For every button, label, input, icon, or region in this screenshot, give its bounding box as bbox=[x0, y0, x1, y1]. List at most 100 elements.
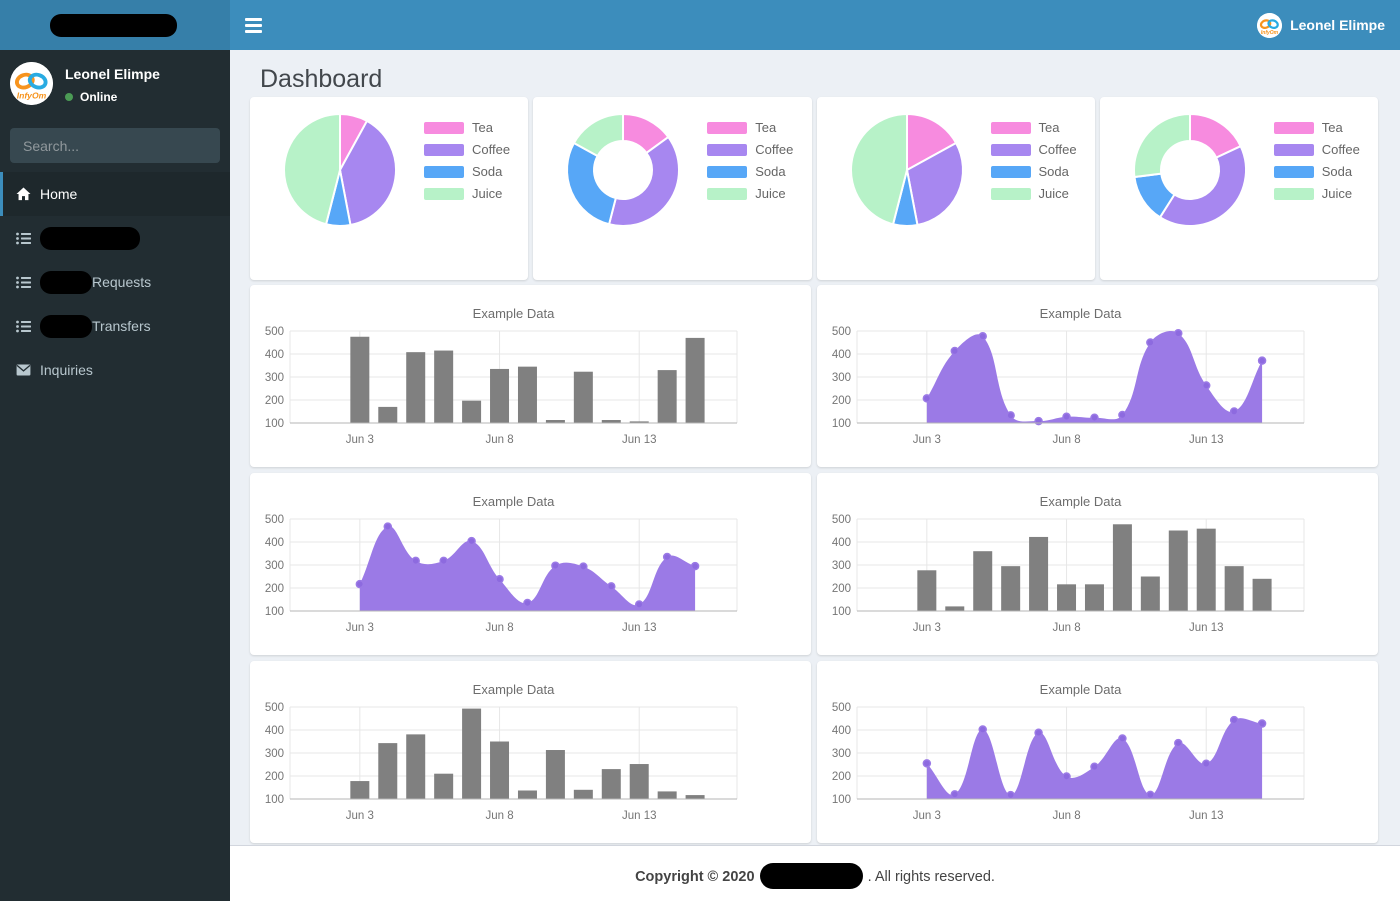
data-point bbox=[1118, 734, 1127, 743]
legend-label: Tea bbox=[1321, 120, 1343, 135]
x-tick-label: Jun 8 bbox=[485, 622, 513, 634]
x-tick-label: Jun 3 bbox=[913, 810, 941, 822]
donut-chart-card-1: Tea Coffee Soda Juice bbox=[533, 97, 812, 280]
legend-swatch bbox=[990, 166, 1031, 178]
legend-item-soda[interactable]: Soda bbox=[990, 165, 1077, 178]
search-button[interactable] bbox=[217, 128, 220, 163]
chart-title: Example Data bbox=[473, 494, 555, 509]
legend-swatch bbox=[1273, 188, 1314, 200]
bar bbox=[406, 352, 426, 423]
area-chart: 100 200 300 400 500 Jun 3 Jun 8 Jun 13 Example D… bbox=[265, 494, 738, 634]
legend-item-tea[interactable]: Tea bbox=[707, 121, 793, 134]
bar bbox=[350, 781, 370, 799]
data-point bbox=[1006, 411, 1015, 420]
page-title: Dashboard bbox=[260, 65, 383, 93]
bar bbox=[973, 551, 993, 611]
y-tick-label: 200 bbox=[265, 395, 284, 407]
bar bbox=[517, 366, 537, 423]
legend-item-juice[interactable]: Juice bbox=[707, 187, 793, 200]
data-point bbox=[1034, 728, 1043, 738]
chart-title: Example Data bbox=[1040, 682, 1122, 697]
x-tick-label: Jun 13 bbox=[1189, 434, 1224, 446]
bar bbox=[573, 371, 593, 423]
chart-title: Example Data bbox=[473, 682, 555, 697]
legend-item-juice[interactable]: Juice bbox=[990, 187, 1077, 200]
bar bbox=[657, 370, 677, 423]
legend-item-coffee[interactable]: Coffee bbox=[990, 143, 1077, 156]
bar bbox=[1029, 536, 1049, 611]
legend-swatch bbox=[1273, 122, 1314, 134]
sidebar-item-requests[interactable]: Requests bbox=[0, 260, 230, 304]
legend-label: Soda bbox=[1321, 164, 1353, 179]
legend-label: Tea bbox=[472, 120, 493, 135]
y-tick-label: 100 bbox=[265, 418, 284, 430]
search-input[interactable] bbox=[10, 128, 217, 163]
legend-label: Soda bbox=[755, 164, 786, 179]
y-tick-label: 300 bbox=[265, 372, 284, 384]
copyright-prefix: Copyright © 2020 bbox=[635, 869, 755, 885]
x-tick-label: Jun 13 bbox=[622, 622, 657, 634]
y-tick-label: 400 bbox=[265, 537, 284, 549]
legend-label: Juice bbox=[472, 186, 503, 201]
data-point bbox=[355, 579, 365, 589]
x-tick-label: Jun 8 bbox=[1052, 434, 1080, 446]
navbar-user-menu[interactable]: InfyOm Leonel Elimpe bbox=[1257, 0, 1400, 50]
y-tick-label: 400 bbox=[265, 349, 284, 361]
bar-chart: 100 200 300 400 500 Jun 3 Jun 8 Jun 13 Example D… bbox=[265, 306, 738, 446]
pie-slice-coffee bbox=[339, 119, 397, 227]
label-redaction bbox=[40, 226, 140, 250]
bar bbox=[1168, 530, 1188, 611]
legend-item-soda[interactable]: Soda bbox=[707, 164, 793, 179]
pie-slice-juice bbox=[573, 113, 625, 158]
envelope-icon bbox=[15, 364, 31, 376]
sidebar-item-redacted[interactable] bbox=[0, 216, 230, 260]
y-tick-label: 200 bbox=[265, 771, 284, 783]
sidebar-item-home[interactable]: Home bbox=[0, 172, 230, 216]
legend-item-tea[interactable]: Tea bbox=[424, 120, 510, 135]
data-point bbox=[523, 598, 532, 608]
legend-item-coffee[interactable]: Coffee bbox=[707, 143, 793, 156]
sidebar-user-name: Leonel Elimpe bbox=[65, 66, 160, 82]
sidebar-item-inquiries[interactable]: Inquiries bbox=[0, 348, 230, 392]
y-tick-label: 500 bbox=[832, 702, 851, 714]
pie-slice-juice bbox=[283, 113, 341, 226]
legend-item-juice[interactable]: Juice bbox=[424, 186, 510, 201]
y-tick-label: 200 bbox=[832, 771, 851, 783]
bar-chart: 100 200 300 400 500 Jun 3 Jun 8 Jun 13 Example D… bbox=[265, 682, 738, 822]
y-tick-label: 500 bbox=[265, 514, 284, 526]
x-tick-label: Jun 3 bbox=[346, 810, 374, 822]
bar bbox=[1224, 566, 1244, 611]
y-tick-label: 100 bbox=[832, 606, 851, 618]
legend-item-coffee[interactable]: Coffee bbox=[424, 143, 510, 156]
data-point bbox=[978, 332, 987, 341]
pie-chart-row: Tea Coffee Soda Juice Tea Coffee Soda Juice Te… bbox=[250, 97, 1378, 280]
legend-item-soda[interactable]: Soda bbox=[424, 165, 510, 178]
sidebar-item-transfers[interactable]: Transfers bbox=[0, 304, 230, 348]
data-point bbox=[1174, 738, 1183, 748]
sidebar: InfyOm Leonel Elimpe Online Home bbox=[0, 50, 230, 901]
data-point bbox=[1257, 719, 1267, 728]
legend-item-tea[interactable]: Tea bbox=[1273, 120, 1360, 135]
bar bbox=[462, 400, 482, 423]
legend-label: Tea bbox=[1038, 120, 1060, 135]
svg-text:InfyOm: InfyOm bbox=[1261, 30, 1279, 36]
chart-legend: Tea Coffee Soda Juice bbox=[1273, 120, 1360, 200]
hamburger-icon[interactable] bbox=[230, 0, 276, 50]
legend-item-coffee[interactable]: Coffee bbox=[1273, 143, 1360, 156]
sidebar-logo[interactable] bbox=[0, 0, 230, 50]
legend-item-soda[interactable]: Soda bbox=[1273, 164, 1360, 179]
online-status-label[interactable]: Online bbox=[80, 90, 118, 104]
sidebar-item-label: Requests bbox=[92, 274, 152, 290]
bar bbox=[406, 734, 426, 799]
bar bbox=[1057, 584, 1077, 611]
pie-chart-card-2: Tea Coffee Soda Juice bbox=[816, 97, 1095, 280]
pie-slice-coffee bbox=[905, 142, 964, 227]
bar bbox=[517, 790, 537, 799]
legend-item-tea[interactable]: Tea bbox=[990, 120, 1077, 135]
bar bbox=[1084, 584, 1104, 611]
pie-chart bbox=[849, 113, 964, 227]
legend-item-juice[interactable]: Juice bbox=[1273, 187, 1360, 200]
content-area: Dashboard Tea Coffee Soda Juice Tea Coffee So… bbox=[230, 50, 1400, 845]
chart-title: Example Data bbox=[1040, 306, 1122, 321]
bar bbox=[657, 791, 677, 799]
